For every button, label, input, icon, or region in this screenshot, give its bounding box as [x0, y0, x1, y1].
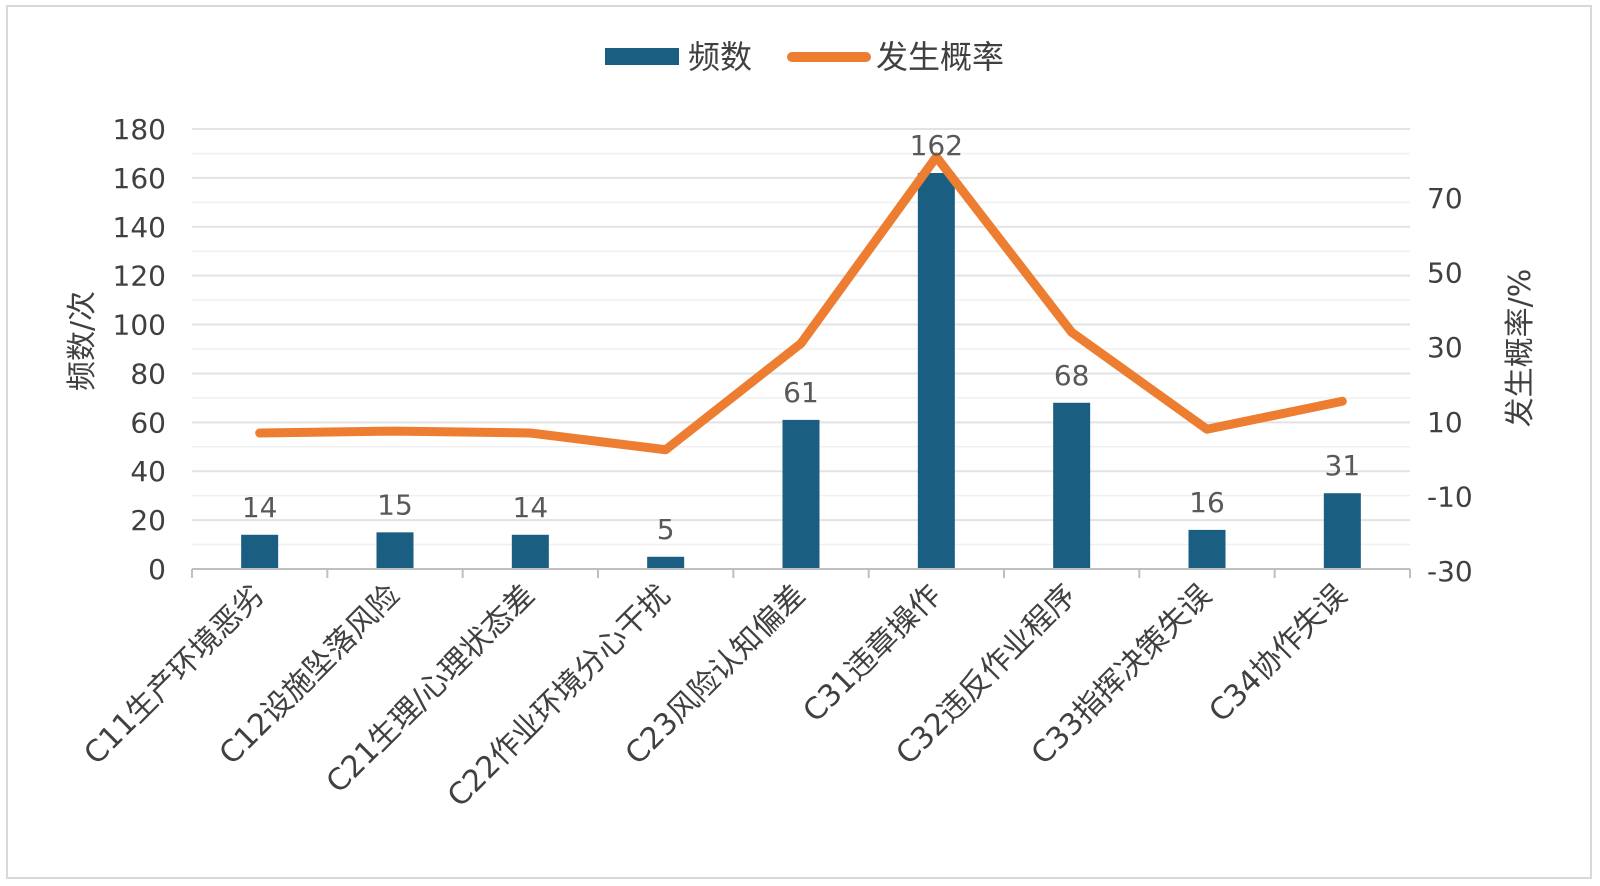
data-label: 162	[910, 129, 963, 162]
y-tick-label: 160	[113, 162, 166, 195]
data-label: 5	[657, 513, 675, 546]
data-label: 68	[1054, 359, 1090, 392]
y-axis-title-right: 发生概率/%	[1503, 269, 1538, 428]
legend-label-line: 发生概率	[876, 38, 1004, 76]
bar	[917, 173, 955, 569]
y-tick-label: 140	[113, 211, 166, 244]
axes: 020406080100120140160180-30-1010305070C1…	[77, 113, 1472, 814]
legend-swatch-bar	[605, 48, 679, 65]
bar	[1053, 402, 1091, 569]
y-tick-label: 80	[130, 357, 166, 390]
y2-tick-label: -30	[1427, 555, 1473, 588]
line-series	[255, 152, 1347, 455]
data-label: 16	[1189, 486, 1225, 519]
data-label: 14	[242, 491, 278, 524]
y2-tick-label: 50	[1427, 257, 1463, 290]
y-tick-label: 60	[130, 406, 166, 439]
x-tick-label: C31违章操作	[797, 578, 948, 729]
bar-series	[241, 173, 1361, 569]
bar	[1188, 529, 1226, 569]
y-tick-label: 20	[130, 504, 166, 537]
y-tick-label: 120	[113, 260, 166, 293]
y2-tick-label: -10	[1427, 480, 1473, 513]
data-label: 14	[513, 491, 549, 524]
bar	[782, 419, 820, 569]
bar	[376, 532, 414, 569]
legend-label-bar: 频数	[688, 38, 752, 76]
data-labels: 14 15 14 5 61 162 68 16 31	[242, 129, 1360, 546]
y-axis-title-left: 频数/次	[65, 291, 100, 391]
legend: 频数 发生概率	[605, 38, 1004, 76]
y-tick-label: 0	[148, 553, 166, 586]
y-tick-label: 180	[113, 113, 166, 146]
bar	[647, 556, 685, 569]
y2-tick-label: 10	[1427, 406, 1463, 439]
y2-tick-label: 70	[1427, 182, 1463, 215]
bar	[511, 534, 549, 569]
x-tick-label: C34协作失误	[1203, 578, 1354, 729]
bar	[241, 534, 279, 569]
y2-tick-label: 30	[1427, 331, 1463, 364]
y-tick-label: 100	[113, 309, 166, 342]
y-tick-label: 40	[130, 455, 166, 488]
data-label: 15	[377, 488, 413, 521]
data-label: 61	[783, 376, 819, 409]
bar	[1323, 493, 1361, 569]
data-label: 31	[1325, 449, 1361, 482]
x-tick-label: C22作业环境分心干扰	[441, 578, 677, 814]
